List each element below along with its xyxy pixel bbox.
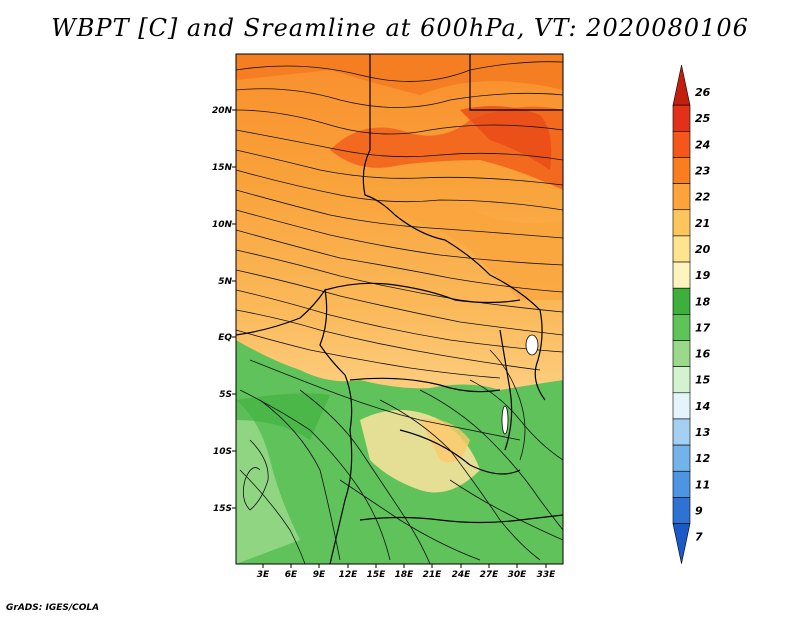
footer-credit: GrADS: IGES/COLA xyxy=(6,603,100,613)
streamlines xyxy=(236,61,563,564)
lon-label-21e: 21E xyxy=(423,570,443,580)
colorbar-label: 21 xyxy=(695,217,710,230)
colorbar-swatch xyxy=(672,340,691,367)
colorbar-label: 22 xyxy=(695,191,711,204)
lat-ticks xyxy=(232,109,236,509)
colorbar-swatch xyxy=(672,523,691,564)
colorbar-swatch xyxy=(672,235,691,263)
country-borders xyxy=(236,54,563,564)
lon-label-27e: 27E xyxy=(480,570,500,580)
colorbar-swatch xyxy=(672,497,691,524)
lon-label-18e: 18E xyxy=(395,570,415,580)
colorbar-swatch xyxy=(672,314,691,341)
lat-axis: 20N 15N 10N 5N EQ 5S 10S 15S xyxy=(212,106,233,514)
colorbar-label: 11 xyxy=(695,478,710,491)
wbpt-band-22 xyxy=(236,54,563,95)
lon-label-6e: 6E xyxy=(285,570,298,580)
lat-label-5n: 5N xyxy=(218,277,232,287)
lat-label-10s: 10S xyxy=(213,447,232,457)
wbpt-band-16 xyxy=(236,400,300,564)
colorbar-swatch xyxy=(672,183,691,211)
colorbar-label: 26 xyxy=(695,86,711,99)
colorbar-label: 12 xyxy=(695,452,711,465)
colorbar-label: 19 xyxy=(695,269,711,282)
colorbar-swatch xyxy=(672,470,691,498)
colorbar-swatch xyxy=(672,392,691,420)
map-title: WBPT [C] and Sreamline at 600hPa, VT: 20… xyxy=(51,14,749,42)
colorbar-label: 24 xyxy=(695,138,710,151)
colorbar-label: 7 xyxy=(695,531,703,544)
colorbar-label: 18 xyxy=(695,295,711,308)
wbpt-band-21 xyxy=(300,180,563,300)
colorbar: 26 25 24 23 22 21 20 19 18 17 16 15 14 13 12 11 9 7 xyxy=(672,64,711,564)
colorbar-swatch xyxy=(672,418,691,446)
colorbar-label: 13 xyxy=(695,426,711,439)
lat-label-15s: 15S xyxy=(213,504,232,514)
lon-label-15e: 15E xyxy=(367,570,387,580)
colorbar-swatch xyxy=(672,131,691,158)
colorbar-swatch xyxy=(672,157,691,184)
lon-label-30e: 30E xyxy=(508,570,528,580)
colorbar-swatch xyxy=(672,64,691,106)
colorbar-swatch xyxy=(672,261,691,289)
colorbar-label: 20 xyxy=(695,243,711,256)
lon-label-12e: 12E xyxy=(339,570,359,580)
colorbar-swatch xyxy=(672,209,691,237)
wbpt-band-24 xyxy=(460,106,552,170)
colorbar-label: 9 xyxy=(695,504,703,517)
colorbar-swatch xyxy=(672,444,691,472)
map-panel xyxy=(236,54,563,564)
wbpt-band-20-patch xyxy=(420,419,470,463)
lat-label-20n: 20N xyxy=(212,106,233,116)
colorbar-label: 15 xyxy=(695,374,711,387)
colorbar-label: 25 xyxy=(695,112,711,125)
colorbar-label: 23 xyxy=(695,165,711,178)
lat-label-15n: 15N xyxy=(212,163,233,173)
lat-label-10n: 10N xyxy=(212,220,233,230)
colorbar-swatch xyxy=(672,104,691,132)
colorbar-label: 14 xyxy=(695,400,710,413)
lon-label-9e: 9E xyxy=(313,570,326,580)
colorbar-label: 16 xyxy=(695,348,711,361)
lon-label-33e: 33E xyxy=(537,570,557,580)
lon-label-24e: 24E xyxy=(452,570,472,580)
colorbar-swatch xyxy=(672,287,691,315)
lakes xyxy=(501,334,539,435)
wbpt-band-18 xyxy=(236,393,330,440)
lon-ticks xyxy=(262,564,547,568)
lon-label-3e: 3E xyxy=(257,570,270,580)
lat-label-eq: EQ xyxy=(218,333,232,343)
map-frame xyxy=(235,53,564,565)
colorbar-swatch xyxy=(672,366,691,394)
lon-axis: 3E 6E 9E 12E 15E 18E 21E 24E 27E 30E 33E xyxy=(257,570,556,580)
colorbar-label: 17 xyxy=(695,321,711,334)
lat-label-5s: 5S xyxy=(219,390,232,400)
